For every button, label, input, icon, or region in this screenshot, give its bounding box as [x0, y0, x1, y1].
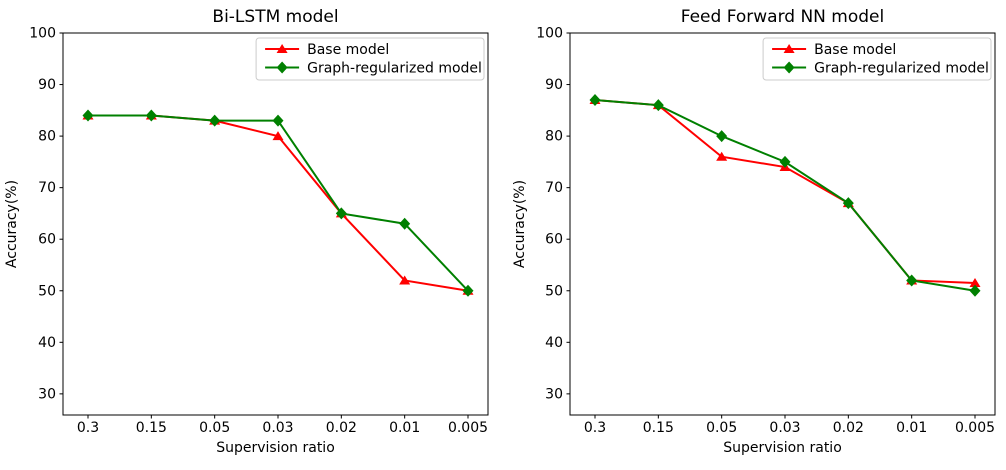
- series-line-graph-regularized-model: [594, 99, 976, 292]
- legend-marker-graph-regularized-model: [276, 61, 288, 74]
- legend-box: [762, 37, 992, 81]
- y-tick-label: 80: [38, 129, 56, 145]
- x-tick-label: 0.02: [833, 420, 864, 436]
- series-marker-graph-regularized-model: [209, 114, 221, 127]
- x-tick-label: 0.05: [199, 420, 230, 436]
- legend-marker-graph-regularized-model: [783, 61, 795, 74]
- x-tick-label: 0.15: [136, 420, 167, 436]
- chart-svg-bi-lstm-model: 30 40 50 60 70 80 90 100 0.3 0.15 0.05 0.03 0.02 0.01…: [4, 7, 489, 456]
- legend: Base model Graph-regularized model: [255, 37, 485, 81]
- y-tick-label: 100: [536, 26, 563, 42]
- y-tick-label: 30: [545, 386, 563, 402]
- series-line-base-model: [88, 114, 469, 292]
- axes-frame: [569, 32, 996, 416]
- series-marker-base-model: [399, 275, 411, 285]
- series-base-model: [82, 110, 474, 295]
- chart-title: Feed Forward NN model: [681, 7, 885, 27]
- legend-label-base-model: Base model: [814, 42, 896, 58]
- x-tick-label: 0.005: [448, 420, 488, 436]
- legend-label-graph-regularized-model: Graph-regularized model: [814, 61, 989, 77]
- series-marker-graph-regularized-model: [842, 197, 854, 210]
- x-tick-label: 0.02: [326, 420, 357, 436]
- series-marker-base-model: [716, 151, 728, 161]
- legend-marker-base-model: [276, 44, 288, 53]
- legend: Base model Graph-regularized model: [762, 37, 992, 81]
- y-tick-label: 60: [38, 232, 56, 248]
- series-marker-graph-regularized-model: [969, 284, 981, 297]
- series-base-model: [589, 95, 981, 288]
- series-line-base-model: [594, 99, 976, 285]
- series-marker-graph-regularized-model: [589, 94, 601, 107]
- series-graph-regularized-model: [589, 94, 981, 297]
- y-tick-label: 70: [545, 180, 563, 196]
- x-tick-label: 0.03: [769, 420, 800, 436]
- y-tick-label: 70: [38, 180, 56, 196]
- x-tick-label: 0.15: [643, 420, 674, 436]
- series-marker-base-model: [272, 131, 284, 141]
- y-axis-label: Accuracy(%): [512, 180, 528, 268]
- legend-label-graph-regularized-model: Graph-regularized model: [307, 61, 482, 77]
- y-tick-label: 60: [545, 232, 563, 248]
- legend-label-base-model: Base model: [307, 42, 389, 58]
- y-axis-label: Accuracy(%): [4, 180, 20, 268]
- legend-marker-base-model: [783, 44, 795, 53]
- series-marker-graph-regularized-model: [652, 99, 664, 112]
- axes-frame: [62, 32, 489, 416]
- y-tick-label: 80: [545, 129, 563, 145]
- chart-bi-lstm-model: 30 40 50 60 70 80 90 100 0.3 0.15 0.05 0.03 0.02 0.01…: [4, 7, 489, 456]
- y-tick-label: 30: [38, 386, 56, 402]
- y-tick-label: 40: [545, 335, 563, 351]
- y-tick-label: 40: [38, 335, 56, 351]
- series-marker-graph-regularized-model: [779, 155, 791, 168]
- chart-title: Bi-LSTM model: [212, 7, 338, 27]
- x-tick-label: 0.005: [955, 420, 995, 436]
- series-marker-graph-regularized-model: [462, 284, 474, 297]
- series-marker-graph-regularized-model: [906, 274, 918, 287]
- series-marker-graph-regularized-model: [272, 114, 284, 127]
- x-tick-label: 0.01: [896, 420, 927, 436]
- series-marker-graph-regularized-model: [82, 109, 94, 122]
- series-graph-regularized-model: [82, 109, 474, 297]
- series-marker-graph-regularized-model: [145, 109, 157, 122]
- series-line-graph-regularized-model: [88, 114, 469, 292]
- x-tick-label: 0.01: [389, 420, 420, 436]
- y-tick-label: 100: [29, 26, 56, 42]
- legend-box: [255, 37, 485, 81]
- series-marker-graph-regularized-model: [399, 217, 411, 230]
- x-tick-label: 0.3: [77, 420, 99, 436]
- x-axis-label: Supervision ratio: [723, 440, 842, 456]
- y-tick-label: 50: [545, 283, 563, 299]
- y-tick-label: 90: [545, 77, 563, 93]
- series-marker-graph-regularized-model: [335, 207, 347, 220]
- x-tick-label: 0.03: [262, 420, 293, 436]
- series-marker-graph-regularized-model: [716, 130, 728, 143]
- series-marker-base-model: [969, 278, 981, 288]
- x-tick-label: 0.3: [584, 420, 606, 436]
- x-tick-label: 0.05: [706, 420, 737, 436]
- y-tick-label: 90: [38, 77, 56, 93]
- chart-svg-feed-forward-nn-model: 30 40 50 60 70 80 90 100 0.3 0.15 0.05 0.03 0.02 0.01…: [512, 7, 996, 456]
- x-axis-label: Supervision ratio: [216, 440, 335, 456]
- chart-feed-forward-nn-model: 30 40 50 60 70 80 90 100 0.3 0.15 0.05 0.03 0.02 0.01…: [503, 0, 1006, 470]
- y-tick-label: 50: [38, 283, 56, 299]
